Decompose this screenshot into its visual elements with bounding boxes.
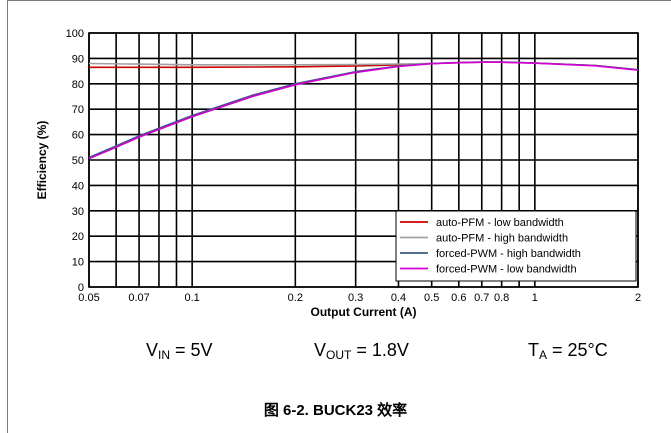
x-tick-label: 0.5: [424, 292, 439, 304]
y-axis-label: Efficiency (%): [35, 121, 49, 200]
y-tick-label: 0: [78, 282, 84, 294]
x-tick-label: 0.1: [185, 292, 200, 304]
legend-label: auto-PFM - high bandwidth: [436, 233, 568, 245]
x-axis-label: Output Current (A): [311, 305, 417, 319]
x-tick-label: 0.6: [451, 292, 466, 304]
y-tick-label: 90: [72, 53, 84, 65]
y-tick-label: 20: [72, 231, 84, 243]
y-tick-label: 60: [72, 130, 84, 142]
x-tick-label: 0.2: [288, 292, 303, 304]
figure-caption: 图 6-2. BUCK23 效率: [263, 402, 408, 419]
legend-label: forced-PWM - high bandwidth: [436, 248, 581, 260]
condition-ta: TA = 25°C: [528, 340, 608, 362]
legend-box: [395, 210, 637, 282]
series-line: [88, 61, 639, 160]
y-tick-label: 40: [72, 180, 84, 192]
x-tick-label: 0.07: [128, 292, 149, 304]
y-tick-label: 80: [72, 79, 84, 91]
frame-border-top: [7, 0, 671, 1]
condition-vout: VOUT = 1.8V: [314, 340, 409, 362]
x-tick-label: 1: [532, 292, 538, 304]
x-tick-label: 0.7: [474, 292, 489, 304]
y-tick-label: 50: [72, 155, 84, 167]
y-tick-label: 10: [72, 257, 84, 269]
x-tick-label: 0.4: [391, 292, 406, 304]
x-tick-label: 2: [635, 292, 641, 304]
plot-frame: [88, 32, 639, 288]
y-tick-label: 30: [72, 206, 84, 218]
x-tick-label: 0.8: [494, 292, 509, 304]
frame-border-left: [7, 0, 8, 433]
legend-label: forced-PWM - low bandwidth: [436, 264, 577, 276]
x-tick-label: 0.05: [78, 292, 99, 304]
condition-vin: VIN = 5V: [146, 340, 213, 362]
x-tick-label: 0.3: [348, 292, 363, 304]
y-tick-label: 70: [72, 104, 84, 116]
efficiency-chart: 0 10 20 30 40 50 60 70 80 90 100 0.05 0.07 0.1 0.2 0.3 0…: [35, 28, 641, 319]
legend-label: auto-PFM - low bandwidth: [436, 217, 564, 229]
y-tick-label: 100: [66, 28, 84, 40]
